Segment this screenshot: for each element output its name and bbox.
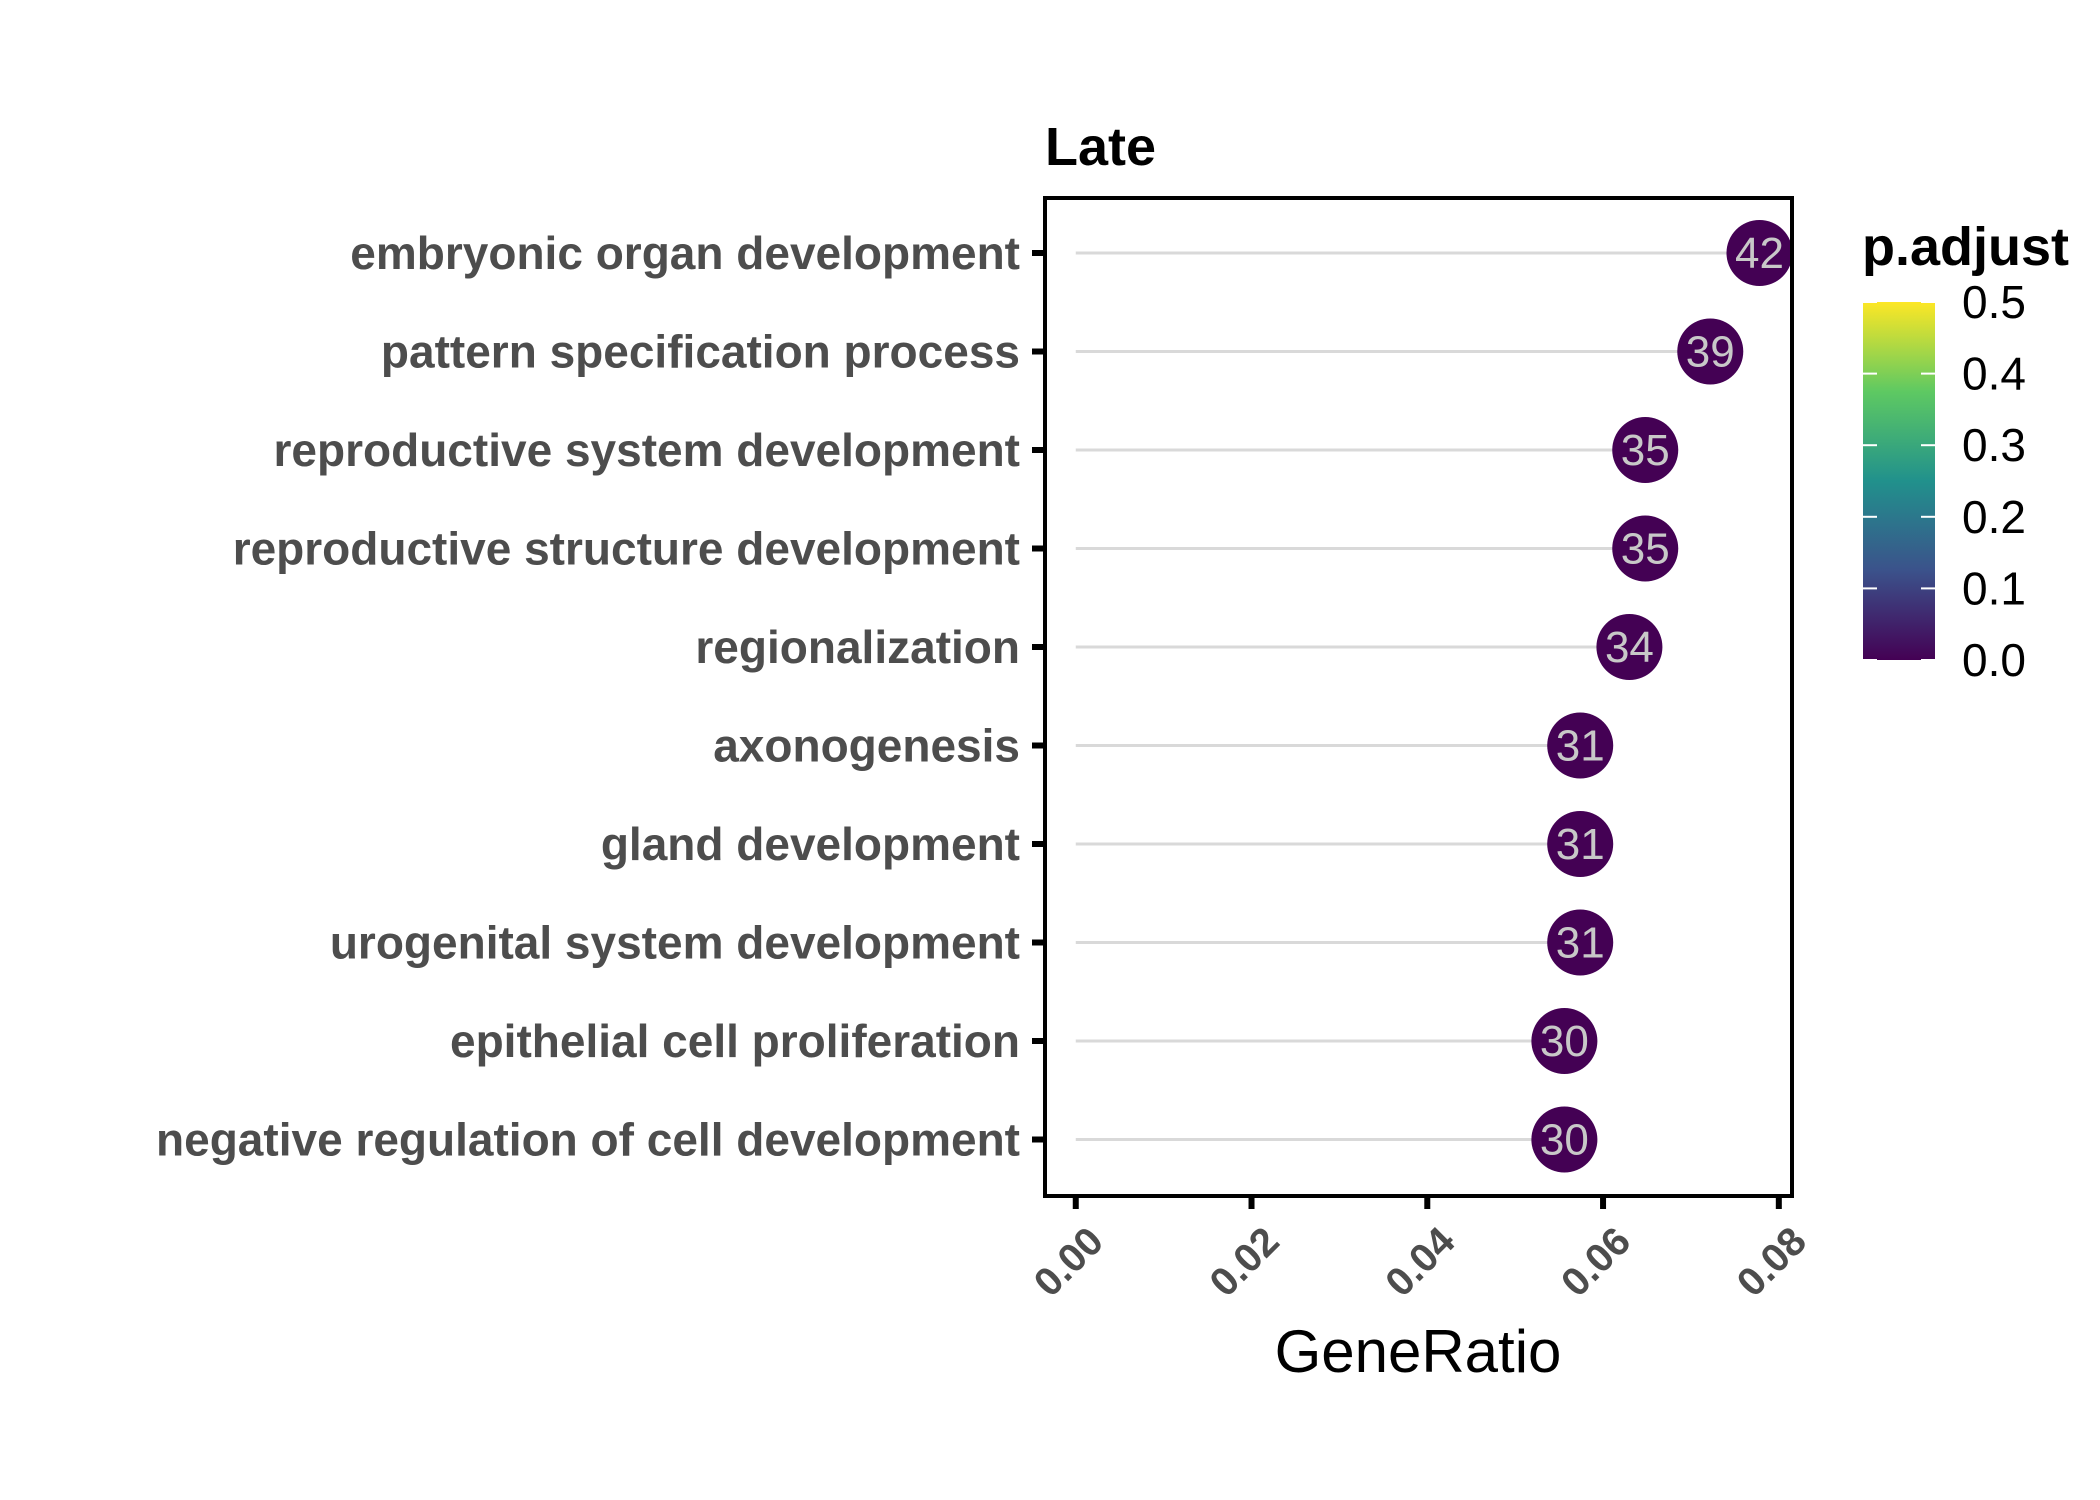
count-label-layer: 42 39 35 35 34 31 31 31 30 30 bbox=[1540, 229, 1784, 1165]
y-axis-labels: embryonic organ development pattern speci… bbox=[156, 227, 1045, 1166]
point-9 bbox=[1531, 1106, 1598, 1173]
count-label-0: 42 bbox=[1735, 229, 1784, 278]
x-tick-label-1: 0.02 bbox=[1202, 1219, 1288, 1305]
x-axis-title: GeneRatio bbox=[1275, 1318, 1562, 1385]
point-6 bbox=[1547, 811, 1614, 877]
x-tick-label-2: 0.04 bbox=[1377, 1219, 1464, 1306]
count-label-3: 35 bbox=[1621, 525, 1670, 574]
plot-panel-border bbox=[1043, 196, 1794, 1198]
legend-label-0: 0.5 bbox=[1962, 276, 2026, 328]
count-label-6: 31 bbox=[1556, 820, 1605, 869]
y-label-3: reproductive structure development bbox=[233, 523, 1020, 575]
y-label-9: negative regulation of cell development bbox=[156, 1114, 1020, 1166]
y-label-7: urogenital system development bbox=[330, 917, 1020, 969]
count-label-4: 34 bbox=[1605, 623, 1654, 672]
point-1 bbox=[1677, 318, 1744, 385]
legend-colorbar bbox=[1863, 302, 1935, 660]
legend-label-5: 0.0 bbox=[1962, 634, 2026, 686]
count-label-5: 31 bbox=[1556, 722, 1605, 771]
y-label-0: embryonic organ development bbox=[350, 227, 1020, 279]
legend-label-2: 0.3 bbox=[1962, 419, 2026, 471]
y-label-6: gland development bbox=[601, 818, 1020, 870]
x-tick-label-0: 0.00 bbox=[1026, 1219, 1112, 1305]
x-tick-label-4: 0.08 bbox=[1729, 1219, 1815, 1305]
y-label-2: reproductive system development bbox=[274, 424, 1020, 476]
point-8 bbox=[1531, 1008, 1598, 1074]
legend-label-1: 0.4 bbox=[1962, 348, 2026, 400]
y-label-5: axonogenesis bbox=[713, 720, 1020, 772]
point-5 bbox=[1547, 712, 1614, 779]
point-7 bbox=[1547, 909, 1614, 976]
legend-label-3: 0.2 bbox=[1962, 491, 2026, 543]
color-legend: p.adjust 0.5 0.4 0.3 0.2 0.1 0.0 bbox=[1862, 217, 2069, 686]
point-0 bbox=[1726, 220, 1793, 286]
count-label-8: 30 bbox=[1540, 1017, 1589, 1066]
count-label-2: 35 bbox=[1621, 426, 1670, 475]
legend-label-4: 0.1 bbox=[1962, 562, 2026, 614]
point-4 bbox=[1596, 614, 1663, 680]
legend-title: p.adjust bbox=[1862, 217, 2069, 277]
y-label-8: epithelial cell proliferation bbox=[450, 1015, 1020, 1067]
count-label-1: 39 bbox=[1686, 328, 1735, 377]
legend-ticks: 0.5 0.4 0.3 0.2 0.1 0.0 bbox=[1863, 276, 2026, 686]
count-label-9: 30 bbox=[1540, 1116, 1589, 1165]
x-axis-ticks: 0.00 0.02 0.04 0.06 0.08 bbox=[1026, 1196, 1815, 1305]
y-label-1: pattern specification process bbox=[381, 326, 1020, 378]
y-label-4: regionalization bbox=[695, 621, 1020, 673]
point-2 bbox=[1612, 417, 1679, 483]
count-label-7: 31 bbox=[1556, 919, 1605, 968]
facet-title: Late bbox=[1045, 117, 1156, 177]
point-3 bbox=[1612, 515, 1679, 582]
point-layer bbox=[1531, 220, 1793, 1173]
segment-layer bbox=[1075, 251, 1760, 1141]
x-tick-label-3: 0.06 bbox=[1553, 1219, 1639, 1305]
